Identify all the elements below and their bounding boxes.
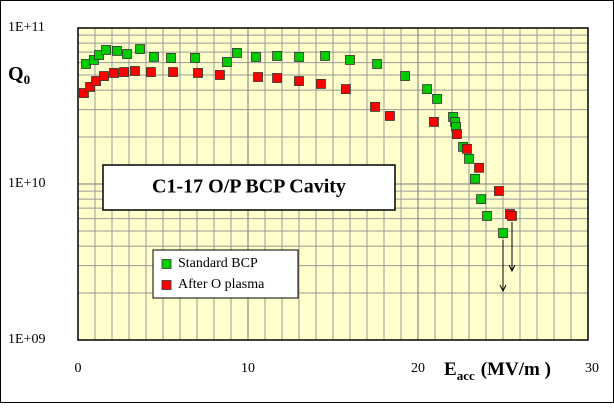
x-tick-label: 20 [411, 361, 425, 376]
x-tick-label: 10 [241, 361, 255, 376]
point [272, 73, 282, 83]
point [498, 228, 508, 238]
x-label-sub: acc [457, 368, 475, 383]
point [494, 186, 504, 196]
y-tick-label: 1E+10 [8, 176, 45, 191]
point [99, 71, 109, 81]
point [507, 211, 517, 221]
legend-label: Standard BCP [178, 256, 258, 271]
legend-label: After O plasma [178, 277, 265, 292]
point [109, 68, 119, 78]
marks [79, 44, 517, 238]
point [482, 211, 492, 221]
point [474, 162, 484, 173]
point [149, 52, 159, 62]
point [222, 57, 232, 67]
y-axis-label: Q0 [8, 63, 30, 87]
point [422, 84, 432, 94]
y-label-main: Q [8, 63, 24, 85]
point [146, 67, 156, 77]
point [253, 72, 263, 82]
point [232, 48, 242, 58]
point [341, 84, 351, 94]
point [294, 76, 304, 86]
point [316, 79, 326, 89]
point [112, 46, 122, 56]
point [168, 67, 178, 77]
title-box [102, 164, 396, 211]
x-label-main: E [444, 359, 457, 380]
point [432, 94, 442, 104]
point [190, 53, 200, 63]
point [135, 44, 145, 54]
x-tick-label: 30 [585, 361, 599, 376]
point [372, 59, 382, 69]
x-tick-label: 0 [75, 361, 82, 376]
chart-title: C1-17 O/P BCP Cavity [152, 176, 346, 198]
point [385, 111, 395, 121]
point [476, 194, 486, 205]
point [94, 50, 104, 60]
point [294, 52, 304, 62]
point [345, 55, 355, 65]
point [462, 143, 472, 154]
point [130, 66, 140, 76]
point [166, 53, 176, 63]
x-label-unit: (MV/m ) [481, 359, 551, 380]
legend: Standard BCP After O plasma [161, 256, 265, 292]
x-axis-label: Eacc (MV/m ) [444, 359, 551, 383]
point [464, 153, 474, 164]
point [400, 71, 410, 81]
point [470, 173, 480, 184]
point [89, 55, 99, 65]
point [101, 45, 111, 55]
point [215, 70, 225, 80]
point [119, 67, 129, 77]
point [251, 52, 261, 62]
point [320, 51, 330, 61]
y-tick-label: 1E+09 [8, 332, 45, 347]
point [452, 129, 462, 139]
y-label-sub: 0 [24, 72, 31, 87]
legend-swatch [161, 259, 172, 269]
point [91, 76, 101, 86]
legend-swatch [161, 280, 172, 290]
point [79, 88, 89, 98]
point [429, 117, 439, 127]
legend-box [152, 249, 299, 299]
point [272, 51, 282, 61]
point [85, 82, 95, 92]
point [122, 49, 132, 59]
arrow-head [499, 284, 507, 293]
plot-border [77, 27, 589, 341]
arrows [499, 222, 516, 293]
arrow-head [508, 264, 516, 273]
point [193, 68, 203, 78]
point [370, 102, 380, 112]
y-tick-label: 1E+11 [8, 20, 45, 35]
